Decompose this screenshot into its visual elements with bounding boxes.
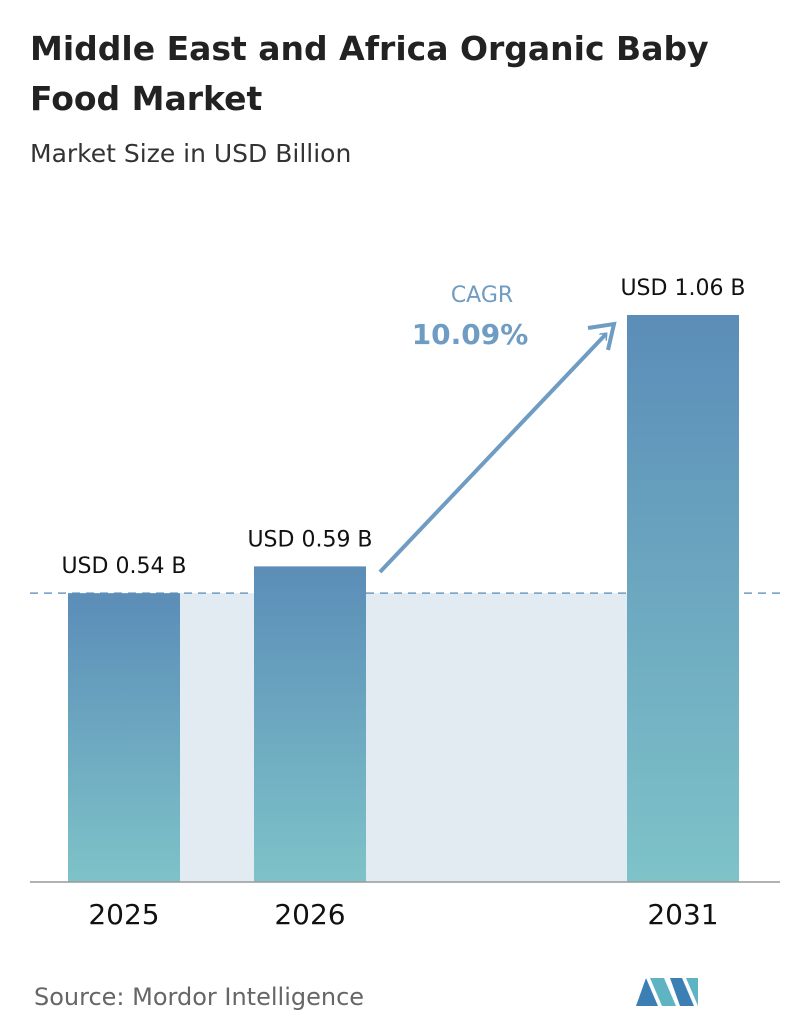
value-label: USD 0.59 B — [247, 527, 372, 552]
bar — [254, 566, 366, 882]
cagr-arrow — [378, 334, 606, 574]
bar — [68, 593, 180, 882]
source: Source: Mordor Intelligence — [34, 983, 364, 1011]
value-label: USD 1.06 B — [620, 276, 745, 301]
x-tick-label: 2025 — [88, 898, 159, 931]
chart-title: Middle East and Africa Organic Baby Food … — [30, 29, 709, 118]
cagr-label: CAGR — [451, 283, 513, 308]
arrow-head — [587, 321, 617, 351]
cagr-value: 10.09% — [412, 318, 529, 351]
reference-band — [180, 593, 627, 882]
x-tick-label: 2026 — [274, 898, 345, 931]
bar — [627, 315, 739, 882]
x-tick-label: 2031 — [647, 898, 718, 931]
value-label: USD 0.54 B — [61, 554, 186, 579]
chart-subtitle: Market Size in USD Billion — [30, 139, 351, 168]
logo — [636, 978, 698, 1006]
